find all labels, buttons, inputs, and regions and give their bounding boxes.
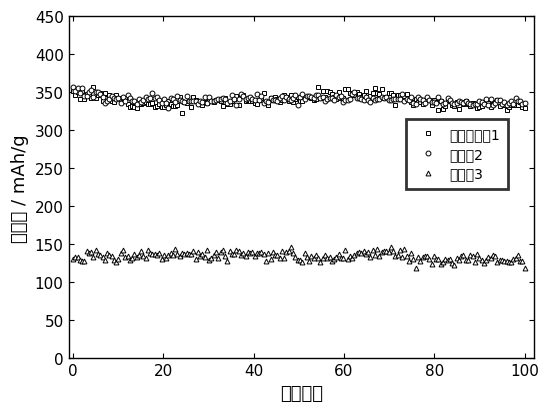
实施例3 bbox=[521, 266, 528, 271]
对比实施例1 bbox=[70, 89, 77, 94]
对比实施例1 bbox=[99, 99, 106, 104]
Y-axis label: 比容量 / mAh/g: 比容量 / mAh/g bbox=[11, 134, 29, 242]
实施例2 bbox=[165, 106, 172, 111]
实施例2 bbox=[88, 88, 95, 93]
实施例3 bbox=[485, 255, 491, 260]
实施例2 bbox=[154, 95, 160, 100]
对比实施例1 bbox=[179, 112, 185, 116]
实施例3 bbox=[88, 250, 95, 255]
实施例3 bbox=[70, 256, 77, 261]
实施例2 bbox=[70, 85, 77, 90]
实施例2 bbox=[501, 100, 507, 105]
实施例3 bbox=[190, 249, 197, 254]
实施例2 bbox=[521, 101, 528, 106]
对比实施例1 bbox=[88, 96, 95, 101]
X-axis label: 循环次数: 循环次数 bbox=[280, 384, 323, 402]
对比实施例1 bbox=[487, 105, 494, 110]
Line: 实施例2: 实施例2 bbox=[71, 85, 527, 111]
实施例3 bbox=[501, 259, 507, 264]
对比实施例1 bbox=[195, 101, 201, 106]
对比实施例1 bbox=[521, 107, 528, 112]
对比实施例1 bbox=[503, 108, 510, 113]
Line: 对比实施例1: 对比实施例1 bbox=[71, 85, 527, 116]
实施例2 bbox=[97, 93, 104, 97]
实施例2 bbox=[192, 100, 199, 104]
Line: 实施例3: 实施例3 bbox=[71, 245, 527, 271]
实施例3 bbox=[288, 245, 294, 250]
对比实施例1 bbox=[90, 85, 97, 90]
实施例2 bbox=[485, 103, 491, 108]
实施例3 bbox=[97, 253, 104, 258]
对比实施例1 bbox=[156, 103, 163, 108]
实施例3 bbox=[154, 253, 160, 258]
Legend: 对比实施例1, 实施例2, 实施例3: 对比实施例1, 实施例2, 实施例3 bbox=[406, 120, 508, 189]
